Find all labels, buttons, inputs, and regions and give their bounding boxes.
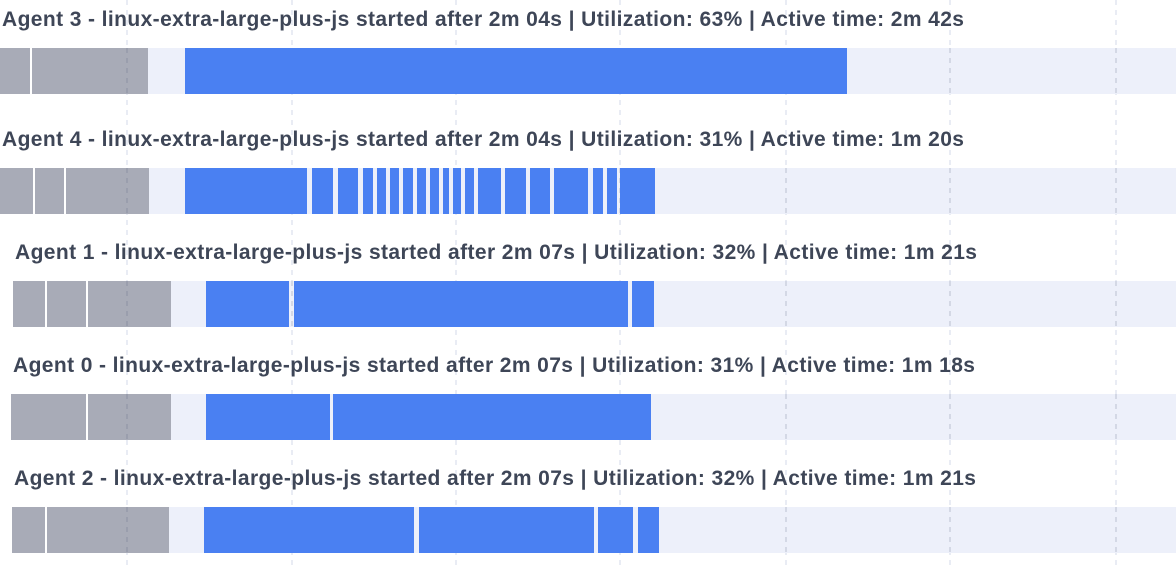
gridline [126,394,128,440]
setup-segment [12,507,45,553]
gridline [1115,507,1117,553]
active-segment [554,168,588,214]
agent-row: Agent 1 - linux-extra-large-plus-js star… [0,242,1176,327]
agent-timeline-chart: Agent 3 - linux-extra-large-plus-js star… [0,9,1176,553]
gridline [126,168,128,214]
active-segment [185,168,307,214]
active-segment [430,168,439,214]
agent-row-title: Agent 3 - linux-extra-large-plus-js star… [2,8,965,31]
setup-segment [88,394,171,440]
segment-divider [64,168,66,214]
active-segment [419,507,594,553]
gridline [949,394,951,440]
gridline [949,507,951,553]
gridline [1115,168,1117,214]
setup-segment [0,168,33,214]
active-segment [338,168,358,214]
setup-segment [0,48,30,94]
agent-timeline-track [0,507,1176,553]
gridline [1115,281,1117,327]
gridline [949,281,951,327]
gridline [785,281,787,327]
agent-row-title: Agent 1 - linux-extra-large-plus-js star… [15,241,978,264]
active-segment [638,507,659,553]
active-segment [294,281,628,327]
segment-divider [33,168,35,214]
agent-row: Agent 3 - linux-extra-large-plus-js star… [0,9,1176,94]
active-segment [363,168,373,214]
gridline [126,507,128,553]
setup-segment [11,394,86,440]
track-background [0,168,1176,214]
active-segment [443,168,449,214]
setup-segment [35,168,64,214]
agent-row-title: Agent 4 - linux-extra-large-plus-js star… [2,128,965,151]
gridline [126,281,128,327]
gridline [785,168,787,214]
segment-divider [45,281,47,327]
gridline [949,48,951,94]
agent-row-title: Agent 2 - linux-extra-large-plus-js star… [14,467,977,490]
segment-divider [86,394,88,440]
agent-row: Agent 0 - linux-extra-large-plus-js star… [0,355,1176,440]
active-segment [206,394,330,440]
active-segment [204,507,414,553]
active-segment [598,507,633,553]
segment-divider [30,48,32,94]
active-segment [593,168,603,214]
setup-segment [66,168,149,214]
active-segment [333,394,651,440]
segment-divider [45,507,47,553]
gridline [1115,394,1117,440]
agent-timeline-track [0,168,1176,214]
active-segment [505,168,526,214]
track-background [12,507,1176,553]
gridline [1115,48,1117,94]
agent-timeline-track [0,281,1176,327]
setup-segment [32,48,148,94]
active-segment [632,281,654,327]
setup-segment [47,281,86,327]
active-segment [417,168,426,214]
active-segment [620,168,655,214]
active-segment [465,168,474,214]
active-segment [607,168,617,214]
active-segment [377,168,386,214]
agent-row-title: Agent 0 - linux-extra-large-plus-js star… [13,354,976,377]
agent-row: Agent 4 - linux-extra-large-plus-js star… [0,129,1176,214]
gridline [785,507,787,553]
active-segment [206,281,289,327]
setup-segment [13,281,45,327]
agent-timeline-track [0,48,1176,94]
segment-divider [86,281,88,327]
setup-segment [88,281,171,327]
gridline [949,168,951,214]
active-segment [530,168,550,214]
gridline [785,394,787,440]
agent-row: Agent 2 - linux-extra-large-plus-js star… [0,468,1176,553]
gridline [126,48,128,94]
active-segment [312,168,333,214]
agent-timeline-track [0,394,1176,440]
active-segment [478,168,501,214]
gridline [291,281,293,327]
active-segment [185,48,847,94]
setup-segment [47,507,169,553]
active-segment [390,168,399,214]
active-segment [403,168,413,214]
active-segment [453,168,461,214]
